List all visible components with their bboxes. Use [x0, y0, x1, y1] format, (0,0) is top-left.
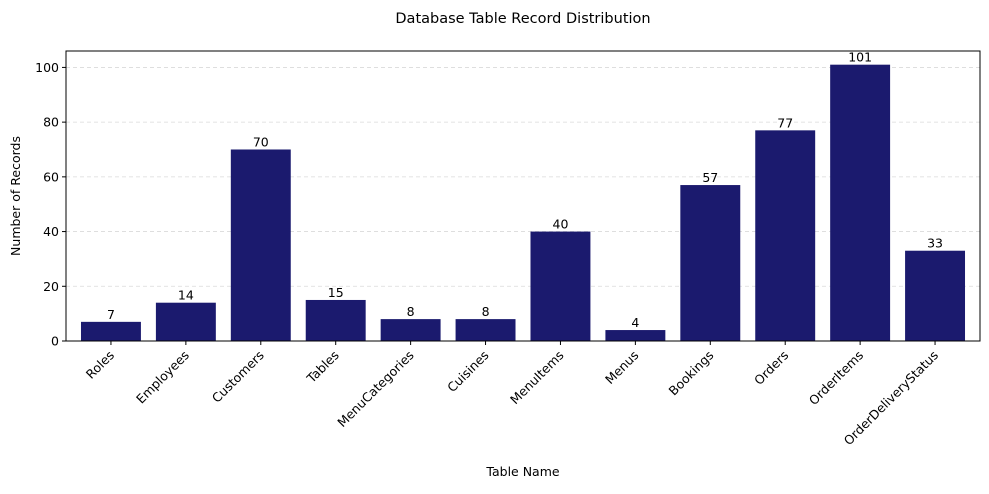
bar-value-label: 77 — [777, 115, 793, 130]
bar — [680, 185, 741, 341]
bar-value-label: 4 — [631, 315, 639, 330]
x-tick-label: Cuisines — [444, 348, 492, 396]
bar — [155, 302, 216, 341]
bar — [305, 299, 366, 341]
y-tick-label: 60 — [43, 169, 59, 184]
x-tick-label: Roles — [83, 348, 117, 382]
y-tick-label: 0 — [51, 334, 59, 349]
x-axis-label: Table Name — [485, 464, 559, 479]
x-tick-label: Tables — [303, 348, 342, 387]
bar-value-label: 40 — [553, 217, 569, 232]
bar-value-label: 8 — [482, 304, 490, 319]
bar — [80, 321, 141, 341]
y-tick-label: 100 — [35, 60, 59, 75]
x-tick-label: Employees — [133, 348, 192, 407]
bar-value-label: 101 — [848, 50, 872, 65]
y-tick-label: 80 — [43, 115, 59, 130]
x-tick-label: MenuItems — [507, 348, 567, 408]
y-axis: 0 20 40 60 80 100 — [35, 60, 66, 349]
y-axis-label: Number of Records — [8, 136, 23, 256]
bar — [605, 330, 666, 341]
bar-value-label: 33 — [927, 236, 943, 251]
chart-title: Database Table Record Distribution — [395, 11, 650, 27]
bar-value-label: 7 — [107, 307, 115, 322]
bar — [830, 64, 891, 341]
y-tick-label: 40 — [43, 224, 59, 239]
bar-value-label: 8 — [407, 304, 415, 319]
bar — [230, 149, 291, 341]
bar-value-label: 57 — [702, 170, 718, 185]
x-tick-label: OrderItems — [806, 348, 866, 408]
x-tick-label: MenuCategories — [334, 348, 417, 431]
grid-lines — [66, 67, 980, 287]
bar-value-label: 70 — [253, 134, 269, 149]
data-labels: 7 14 70 15 8 8 40 4 57 77 101 33 — [107, 50, 943, 330]
bar — [380, 319, 441, 341]
bar-value-label: 14 — [178, 288, 194, 303]
bar — [530, 231, 591, 341]
x-axis: Roles Employees Customers TablesMenuCategor… — [83, 341, 941, 448]
x-tick-label: Bookings — [666, 348, 717, 399]
x-tick-label: Customers — [209, 348, 267, 406]
x-tick-label: Menus — [602, 348, 641, 387]
bar — [905, 250, 966, 341]
bars — [80, 64, 966, 341]
plot-frame — [65, 50, 981, 342]
x-tick-label: Orders — [751, 348, 791, 388]
bar — [755, 130, 816, 341]
bar-value-label: 15 — [328, 285, 344, 300]
y-tick-label: 20 — [43, 279, 59, 294]
bar — [455, 319, 516, 341]
